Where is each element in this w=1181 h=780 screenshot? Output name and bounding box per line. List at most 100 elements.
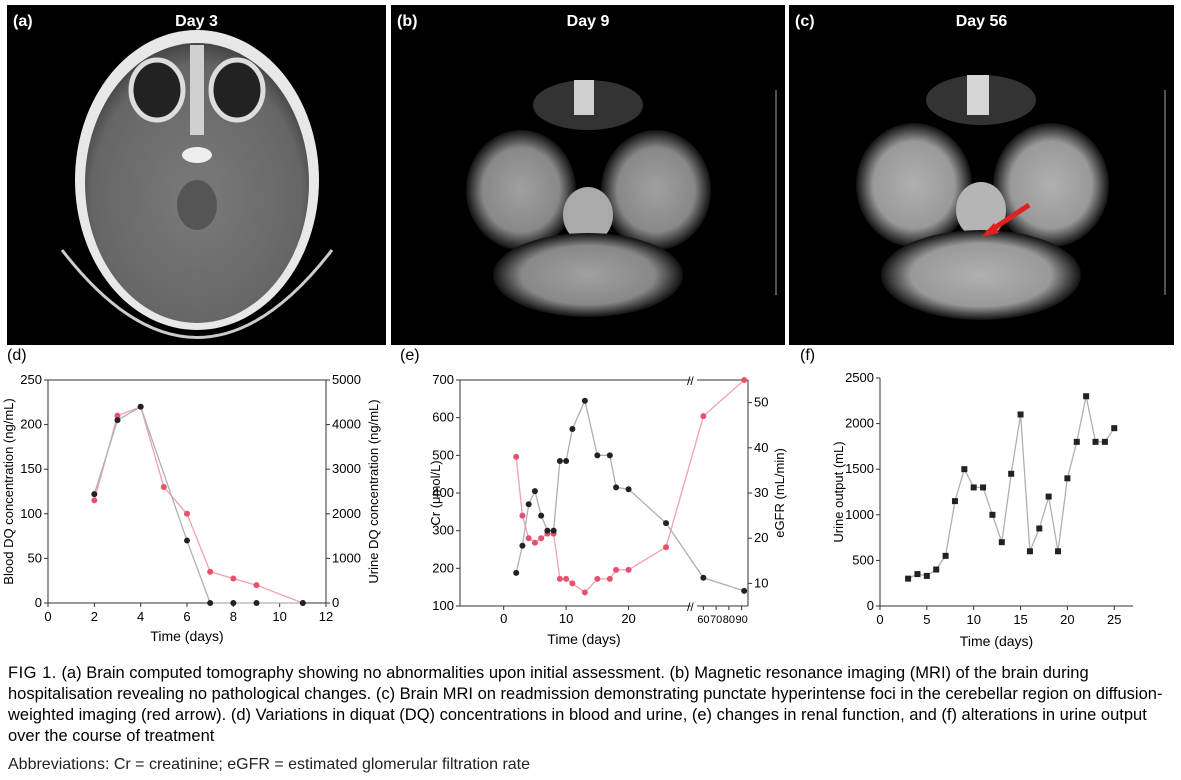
y-tick-label-left: 500 (432, 447, 454, 462)
y-tick-label-right: 50 (754, 395, 768, 410)
y-tick-label: 500 (852, 552, 874, 567)
blood-dq-series-line (93, 405, 303, 604)
y-tick-label-right: 30 (754, 485, 768, 500)
ct-scan-image (60, 30, 334, 339)
urine-output-series-point (914, 571, 921, 578)
y-tick-label-left: 200 (20, 417, 42, 432)
chart-label-f: (f) (800, 347, 816, 364)
cr-series-point (531, 488, 538, 495)
egfr-series-point (556, 575, 563, 582)
egfr-series-point (569, 580, 576, 587)
x-tick-label: 10 (272, 609, 286, 624)
urine-output-series-point (905, 575, 912, 582)
urine-output-series-point (1092, 438, 1099, 445)
urine-output-series-point (1073, 438, 1080, 445)
y-tick-label-right: 4000 (332, 417, 361, 432)
egfr-series-point (625, 566, 632, 573)
y-tick-label: 1000 (845, 507, 874, 522)
urine-dq-series-point (160, 484, 167, 491)
urine-output-series-point (961, 466, 968, 473)
y-axis-label-left: Blood DQ concentration (ng/mL) (1, 398, 16, 584)
y-tick-label-left: 100 (432, 598, 454, 613)
abbreviations: Abbreviations: Cr = creatinine; eGFR = e… (8, 756, 531, 773)
y-tick-label: 2000 (845, 416, 874, 431)
chart-label-d: (d) (7, 347, 27, 364)
cr-series-point (513, 569, 520, 576)
y-tick-label-right: 3000 (332, 461, 361, 476)
x-tick-label: 8 (230, 609, 237, 624)
cr-series-point (544, 527, 551, 534)
cr-series-point (594, 452, 601, 459)
egfr-series-line (515, 379, 745, 594)
mri-panel-b: (b) Day 9 (391, 5, 785, 345)
x-tick-label: 70 (710, 614, 722, 626)
cr-series-point (538, 512, 545, 519)
egfr-series-point (700, 413, 707, 420)
x-tick-label: 5 (923, 612, 930, 627)
urine-output-series-point (1064, 475, 1071, 482)
egfr-series-point (613, 566, 620, 573)
figure-caption: FIG 1. (a) Brain computed tomography sho… (8, 663, 1173, 747)
chart-f: 0 5 10 15 20 25 0 500 1000 1500 2000 2500 Time (days… (831, 370, 1133, 649)
y-tick-label-right: 0 (332, 595, 339, 610)
x-tick-label: 80 (723, 614, 735, 626)
panel-title: Day 56 (955, 13, 1008, 30)
cr-series-point (569, 425, 576, 432)
y-tick-label-left: 150 (20, 461, 42, 476)
urine-output-series-point (942, 552, 949, 559)
y-tick-label-right: 40 (754, 440, 768, 455)
egfr-series-point (531, 539, 538, 546)
y-axis-label-right: Urine DQ concentration (ng/mL) (366, 399, 381, 583)
urine-output-series-point (1036, 525, 1043, 532)
cr-series-point (625, 486, 632, 493)
y-tick-label: 1500 (845, 461, 874, 476)
urine-dq-series-point (207, 568, 214, 575)
y-tick-label-left: 700 (432, 372, 454, 387)
blood-dq-series-point (230, 600, 237, 606)
axis-break-mark: // (687, 600, 694, 614)
mri-panel-c: (c) Day 56 (789, 5, 1174, 345)
y-axis-label-left: Cr (μmol/L) (428, 460, 443, 525)
x-tick-label: 6 (183, 609, 190, 624)
egfr-series-point (741, 377, 748, 383)
cr-series-point (550, 527, 557, 534)
egfr-series-point (563, 575, 570, 582)
caption-text: (a) Brain computed tomography showing no… (8, 664, 1163, 745)
panel-title: Day 9 (566, 13, 610, 30)
y-tick-label-left: 250 (20, 372, 42, 387)
urine-output-series-point (1055, 548, 1062, 555)
egfr-series-point (606, 575, 613, 582)
x-tick-label: 12 (319, 609, 333, 624)
blood-dq-series-point (91, 491, 98, 498)
urine-output-series-point (998, 539, 1005, 546)
urine-output-series-line (907, 396, 1115, 580)
urine-output-series-point (923, 572, 930, 579)
cr-series-point (563, 457, 570, 464)
x-tick-label: 60 (697, 614, 709, 626)
y-tick-label-right: 2000 (332, 506, 361, 521)
mri-image (856, 75, 1166, 320)
y-axis-label-right: eGFR (mL/min) (772, 448, 787, 538)
cr-series-point (613, 484, 620, 491)
panel-label: (c) (795, 13, 815, 30)
y-tick-label-left: 100 (20, 506, 42, 521)
y-tick-label-left: 50 (28, 550, 42, 565)
egfr-series-point (581, 589, 588, 596)
urine-output-series-point (1045, 493, 1052, 500)
y-tick-label-left: 200 (432, 560, 454, 575)
urine-output-series-point (980, 484, 987, 491)
blood-dq-series-point (137, 403, 144, 410)
x-tick-label: 0 (500, 611, 507, 626)
urine-output-series-point (1101, 438, 1108, 445)
y-tick-label-left: 400 (432, 485, 454, 500)
plot-frame (47, 379, 327, 604)
urine-output-series-point (951, 498, 958, 505)
urine-output-series-point (989, 511, 996, 518)
egfr-series-point (513, 453, 520, 460)
y-tick-label-right: 5000 (332, 372, 361, 387)
chart-label-e: (e) (400, 347, 420, 364)
urine-output-series-point (1111, 425, 1118, 432)
chart-e: // // 0 10 20 60 70 80 90 100 200 300 400 500 600 700 10… (428, 372, 787, 647)
ct-scan-panel-a: (a) Day 3 (7, 5, 386, 345)
urine-dq-series-point (230, 575, 237, 582)
